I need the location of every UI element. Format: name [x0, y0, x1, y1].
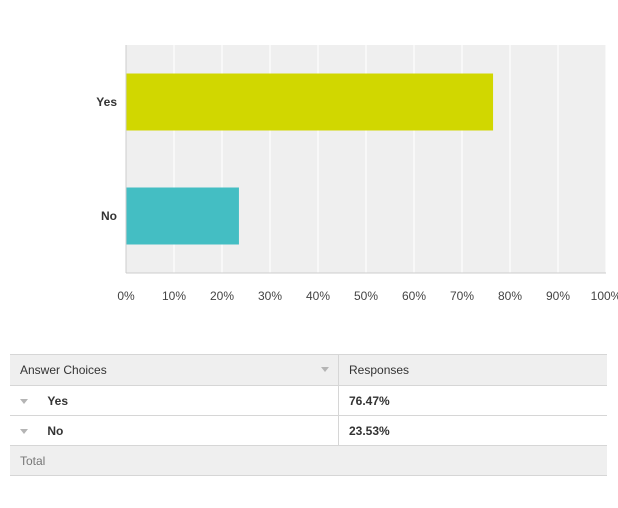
answer-choices-header-label: Answer Choices	[20, 363, 107, 377]
x-tick-label: 60%	[402, 289, 426, 303]
responses-header: Responses	[338, 354, 607, 386]
x-tick-label: 70%	[450, 289, 474, 303]
sort-caret-icon[interactable]	[321, 367, 329, 372]
answer-choices-header[interactable]: Answer Choices	[10, 354, 339, 386]
response-value: 23.53%	[338, 415, 607, 446]
x-tick-label: 90%	[546, 289, 570, 303]
category-label: Yes	[96, 95, 117, 109]
x-tick-label: 10%	[162, 289, 186, 303]
x-tick-label: 20%	[210, 289, 234, 303]
expand-caret-icon[interactable]	[20, 428, 28, 434]
x-tick-label: 50%	[354, 289, 378, 303]
x-tick-label: 80%	[498, 289, 522, 303]
bar-no[interactable]	[126, 187, 239, 245]
x-tick-label: 40%	[306, 289, 330, 303]
x-tick-label: 100%	[591, 289, 618, 303]
bar-yes[interactable]	[126, 73, 494, 131]
table-header-row: Answer Choices Responses	[10, 354, 607, 386]
choice-cell: No	[10, 415, 339, 446]
bars	[126, 73, 494, 245]
category-labels: Yes No	[96, 95, 117, 223]
x-tick-labels: 0% 10% 20% 30% 40% 50% 60% 70% 80% 90% 100%	[117, 289, 618, 303]
bar-chart: 0% 10% 20% 30% 40% 50% 60% 70% 80% 90% 100% Yes No	[96, 45, 618, 303]
choice-label: Yes	[47, 393, 69, 408]
table-total-row: Total	[10, 445, 607, 476]
choice-cell: Yes	[10, 385, 339, 416]
table-row: Yes 76.47%	[10, 385, 607, 416]
category-label: No	[101, 209, 117, 223]
total-label: Total	[10, 445, 607, 476]
response-value: 76.47%	[338, 385, 607, 416]
choice-label: No	[47, 423, 64, 438]
table-row: No 23.53%	[10, 415, 607, 446]
results-table: Answer Choices Responses Yes 76.47% No 2…	[10, 354, 607, 476]
expand-caret-icon[interactable]	[20, 398, 28, 404]
x-tick-label: 30%	[258, 289, 282, 303]
x-tick-label: 0%	[117, 289, 135, 303]
